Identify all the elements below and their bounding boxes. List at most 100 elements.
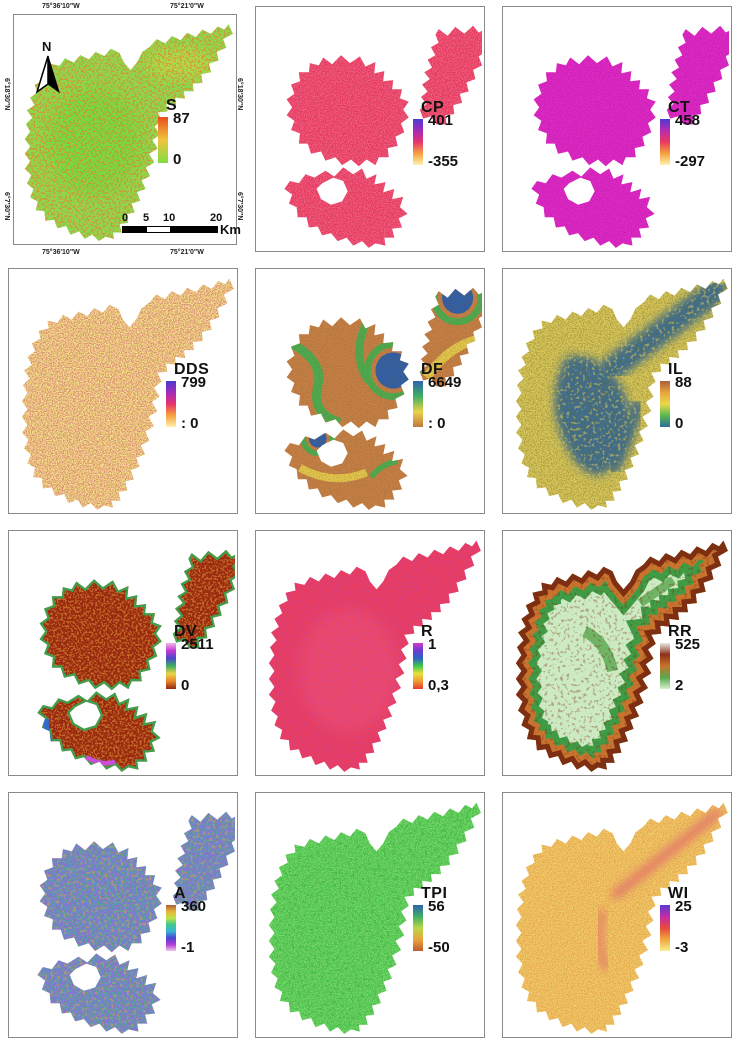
rr-min-value: 2 — [675, 677, 684, 694]
panel-tpi: TPI 56 -50 — [247, 786, 494, 1048]
dv-legend-title: DV — [174, 623, 198, 640]
ct-legend: CT 458 -297 — [660, 99, 705, 170]
rr-max-value: 525 — [675, 636, 701, 653]
north-arrow: N — [34, 39, 68, 97]
wi-legend-title: WI — [668, 885, 689, 902]
rr-colorbar — [660, 643, 670, 689]
r-map-frame: R 1 0,3 — [255, 530, 485, 776]
df-max-value: 6649 — [428, 374, 462, 391]
tpi-min-value: -50 — [428, 939, 450, 956]
panel-dds: DDS 799 : 0 — [0, 262, 247, 524]
r-map — [268, 540, 481, 772]
wi-map-frame: WI 25 -3 — [502, 792, 732, 1038]
wi-legend: WI 25 -3 — [660, 885, 692, 956]
coord-bottom-right: 75°21'0"W — [170, 249, 204, 256]
cp-legend-title: CP — [421, 99, 445, 116]
wi-min-value: -3 — [675, 939, 689, 956]
rr-legend: RR 525 2 — [660, 623, 700, 694]
a-legend-title: A — [174, 885, 187, 902]
panel-cp: CP 401 -355 — [247, 0, 494, 262]
s-map — [24, 24, 233, 241]
df-colorbar — [413, 381, 423, 427]
s-colorbar — [158, 117, 168, 163]
s-legend-title: S — [166, 97, 178, 114]
il-legend-title: IL — [668, 361, 684, 378]
dv-colorbar — [166, 643, 176, 689]
rr-legend-title: RR — [668, 623, 693, 640]
il-max-value: 88 — [675, 374, 692, 391]
coord-right-upper: 6°18'30"N — [236, 78, 243, 111]
dv-min-value: 0 — [181, 677, 190, 694]
dds-min-value: : 0 — [181, 415, 199, 432]
dv-map — [37, 535, 235, 772]
r-legend-title: R — [421, 623, 434, 640]
dds-legend: DDS 799 : 0 — [166, 361, 209, 432]
il-legend: IL 88 0 — [660, 361, 692, 432]
dds-colorbar — [166, 381, 176, 427]
dds-map-frame: DDS 799 : 0 — [8, 268, 238, 514]
s-max-value: 87 — [173, 110, 190, 127]
rr-map — [507, 535, 728, 772]
coord-right-lower: 6°7'30"N — [236, 192, 243, 221]
ct-legend-title: CT — [668, 99, 691, 116]
dv-map-frame: DV 2511 0 — [8, 530, 238, 776]
a-min-value: -1 — [181, 939, 195, 956]
r-legend: R 1 0,3 — [413, 623, 449, 694]
a-max-value: 360 — [181, 898, 207, 915]
df-map — [284, 287, 482, 510]
scalebar-20: 20 — [210, 212, 223, 224]
cp-colorbar — [413, 119, 423, 165]
dv-max-value: 2511 — [181, 636, 214, 653]
a-map-frame: A 360 -1 — [8, 792, 238, 1038]
a-colorbar — [166, 905, 176, 951]
scalebar-5: 5 — [143, 212, 150, 224]
r-max-value: 1 — [428, 636, 437, 653]
cp-map-frame: CP 401 -355 — [255, 6, 485, 252]
tpi-max-value: 56 — [428, 898, 445, 915]
df-legend-title: DF — [421, 361, 444, 378]
ct-min-value: -297 — [675, 153, 706, 170]
cp-min-value: -355 — [428, 153, 459, 170]
panel-ct: CT 458 -297 — [494, 0, 741, 262]
north-arrow-icon — [35, 55, 60, 94]
panel-rr: RR 525 2 — [494, 524, 741, 786]
dv-legend: DV 2511 0 — [166, 623, 214, 694]
panel-df: DF 6649 : 0 — [247, 262, 494, 524]
panel-il: IL 88 0 — [494, 262, 741, 524]
wi-colorbar — [660, 905, 670, 951]
r-colorbar — [413, 643, 423, 689]
ct-colorbar — [660, 119, 670, 165]
coord-left-lower: 6°7'30"N — [3, 192, 10, 221]
scalebar-0: 0 — [122, 212, 129, 224]
panel-s: S 87 0 0 5 10 20 — [0, 0, 247, 262]
tpi-legend: TPI 56 -50 — [413, 885, 450, 956]
df-legend: DF 6649 : 0 — [413, 361, 461, 432]
tpi-colorbar — [413, 905, 423, 951]
north-label: N — [42, 39, 52, 54]
cp-legend: CP 401 -355 — [413, 99, 458, 170]
scalebar-numbers: 0 5 10 20 — [122, 212, 237, 225]
a-legend: A 360 -1 — [166, 885, 206, 956]
coord-top-right: 75°21'0"W — [170, 3, 204, 10]
il-map-frame: IL 88 0 — [502, 268, 732, 514]
scalebar-unit: Km — [220, 222, 241, 237]
dds-legend-title: DDS — [174, 361, 210, 378]
s-map-frame: S 87 0 0 5 10 20 — [13, 14, 241, 245]
il-colorbar — [660, 381, 670, 427]
panel-r: R 1 0,3 — [247, 524, 494, 786]
ct-max-value: 458 — [675, 112, 701, 129]
wi-max-value: 25 — [675, 898, 692, 915]
df-min-value: : 0 — [428, 415, 446, 432]
s-legend: S 87 0 — [158, 97, 190, 168]
r-min-value: 0,3 — [428, 677, 449, 694]
df-map-frame: DF 6649 : 0 — [255, 268, 485, 514]
scalebar-bar — [122, 226, 218, 233]
coord-top-left: 75°36'10"W — [42, 3, 80, 10]
wi-map — [515, 802, 728, 1034]
tpi-legend-title: TPI — [421, 885, 448, 902]
rr-map-frame: RR 525 2 — [502, 530, 732, 776]
ct-map-frame: CT 458 -297 — [502, 6, 732, 252]
scalebar: 0 5 10 20 Km — [122, 212, 241, 237]
panel-dv: DV 2511 0 — [0, 524, 247, 786]
